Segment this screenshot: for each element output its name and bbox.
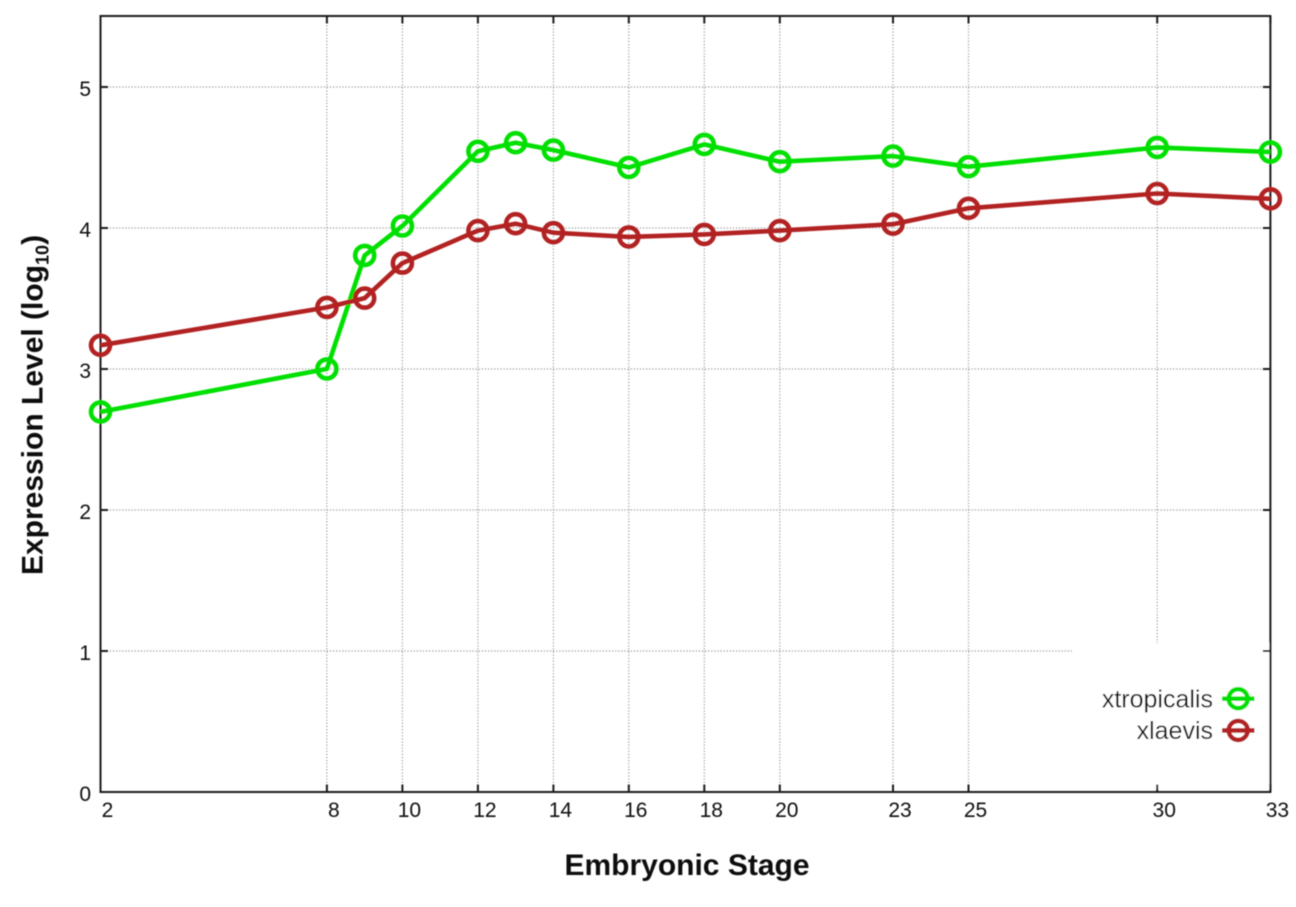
svg-text:2: 2 [102, 799, 114, 822]
svg-text:12: 12 [473, 799, 496, 822]
svg-text:0: 0 [79, 783, 91, 806]
svg-text:4: 4 [79, 219, 91, 242]
svg-text:30: 30 [1153, 799, 1176, 822]
svg-text:8: 8 [328, 799, 340, 822]
svg-text:2: 2 [79, 501, 91, 524]
svg-text:14: 14 [549, 799, 573, 822]
svg-text:1: 1 [79, 642, 91, 665]
svg-text:10: 10 [398, 799, 421, 822]
svg-text:xlaevis: xlaevis [1137, 717, 1213, 745]
svg-text:18: 18 [700, 799, 723, 822]
svg-text:33: 33 [1266, 799, 1289, 822]
svg-text:Expression Level (log10): Expression Level (log10) [17, 235, 53, 575]
svg-text:20: 20 [775, 799, 798, 822]
svg-text:25: 25 [964, 799, 987, 822]
svg-text:3: 3 [79, 360, 91, 383]
svg-text:23: 23 [888, 799, 911, 822]
svg-text:Embryonic Stage: Embryonic Stage [564, 849, 809, 882]
svg-text:16: 16 [624, 799, 647, 822]
svg-text:xtropicalis: xtropicalis [1102, 686, 1213, 714]
svg-text:5: 5 [79, 78, 91, 101]
